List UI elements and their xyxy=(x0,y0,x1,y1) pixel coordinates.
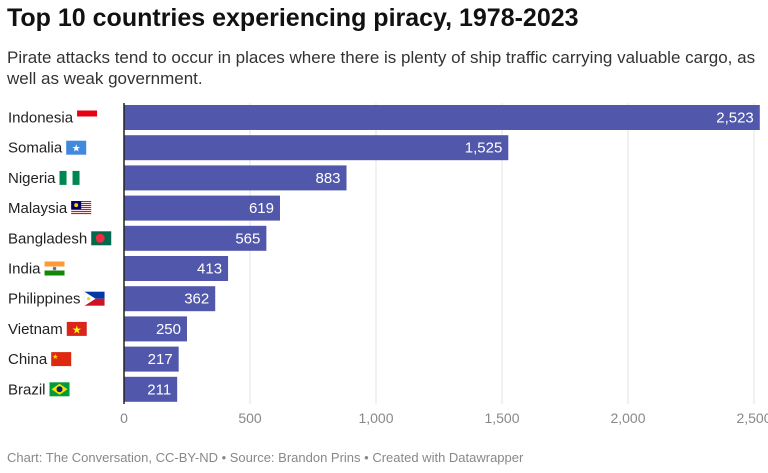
bar-china xyxy=(124,346,179,372)
svg-text:★: ★ xyxy=(52,353,58,361)
x-tick-label: 500 xyxy=(238,410,262,426)
value-label: 883 xyxy=(315,170,340,187)
indonesia-flag-icon xyxy=(77,110,98,123)
china-flag-icon: ★ xyxy=(51,352,72,367)
x-tick-label: 0 xyxy=(120,410,128,426)
svg-text:★: ★ xyxy=(72,144,81,155)
bar-bangladesh xyxy=(124,225,267,251)
india-flag-icon xyxy=(44,261,65,276)
value-label: 413 xyxy=(197,261,222,278)
philippines-flag-icon xyxy=(84,291,105,306)
x-tick-label: 1,500 xyxy=(484,410,519,426)
category-label: Vietnam xyxy=(8,321,63,338)
bangladesh-flag-icon xyxy=(91,231,112,246)
category-label: China xyxy=(8,351,48,368)
bar-brazil xyxy=(124,376,178,402)
bar-somalia xyxy=(124,135,509,161)
value-label: 2,523 xyxy=(716,110,754,127)
somalia-flag-icon: ★ xyxy=(66,140,87,155)
svg-text:★: ★ xyxy=(72,324,82,336)
category-label: Bangladesh xyxy=(8,230,87,247)
category-label: Brazil xyxy=(8,381,46,398)
value-label: 250 xyxy=(156,321,181,338)
bar-india xyxy=(124,256,229,281)
bar-malaysia xyxy=(124,195,280,221)
bar-indonesia xyxy=(124,105,760,130)
nigeria-flag-icon xyxy=(59,170,80,185)
bar-nigeria xyxy=(124,165,347,191)
category-label: Philippines xyxy=(8,291,81,308)
value-label: 565 xyxy=(235,230,260,247)
category-label: Indonesia xyxy=(8,110,74,127)
category-label: Somalia xyxy=(8,140,63,157)
value-label: 619 xyxy=(249,200,274,217)
x-tick-label: 2,000 xyxy=(610,410,645,426)
bar-philippines xyxy=(124,286,216,312)
category-label: Malaysia xyxy=(8,200,68,217)
malaysia-flag-icon xyxy=(71,201,92,215)
chart-footer: Chart: The Conversation, CC-BY-ND • Sour… xyxy=(7,450,524,465)
category-label: Nigeria xyxy=(8,170,56,187)
value-label: 362 xyxy=(184,291,209,308)
bar-vietnam xyxy=(124,316,187,342)
value-label: 217 xyxy=(148,351,173,368)
chart-subtitle: Pirate attacks tend to occur in places w… xyxy=(7,48,756,88)
chart-title: Top 10 countries experiencing piracy, 19… xyxy=(7,4,579,32)
value-label: 1,525 xyxy=(465,140,503,157)
x-tick-label: 2,500 xyxy=(736,410,768,426)
value-label: 211 xyxy=(147,381,171,398)
category-label: India xyxy=(8,261,41,278)
vietnam-flag-icon: ★ xyxy=(66,321,87,336)
x-tick-label: 1,000 xyxy=(358,410,393,426)
brazil-flag-icon xyxy=(49,382,70,397)
